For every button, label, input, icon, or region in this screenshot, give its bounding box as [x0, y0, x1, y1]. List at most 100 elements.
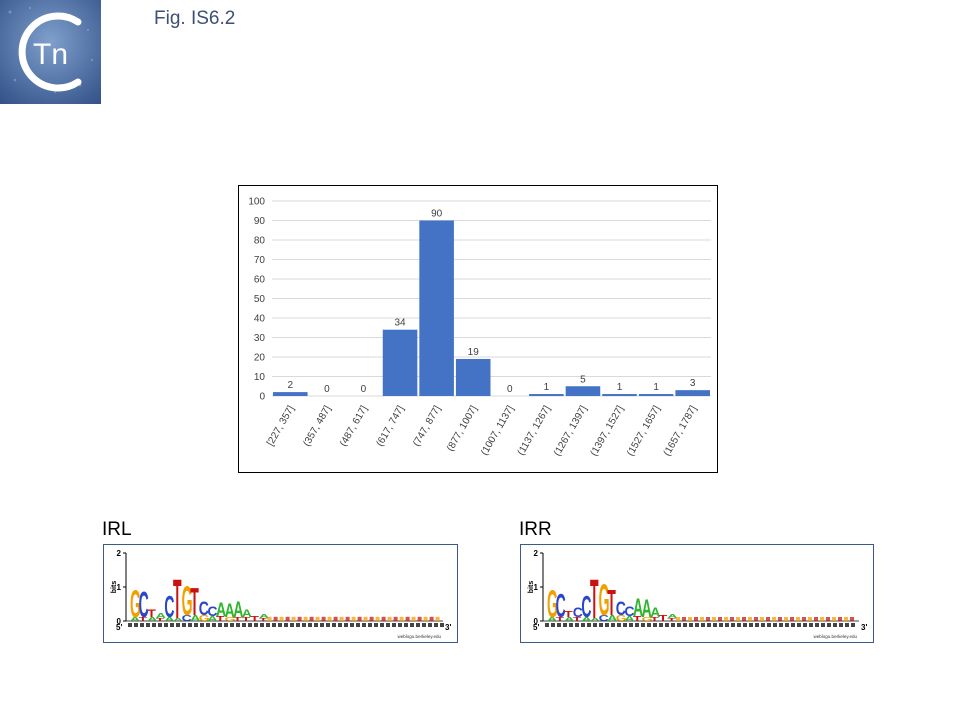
logo-low-info-mark — [345, 616, 350, 621]
logo-low-info-mark — [694, 617, 698, 621]
logo-low-info-mark — [826, 617, 830, 621]
logo-letter: T — [590, 567, 599, 630]
logo-low-info-mark — [327, 616, 332, 621]
logo-letter: A — [130, 616, 141, 622]
logo-low-info-mark — [267, 616, 272, 621]
logo-letter: A — [624, 615, 634, 623]
y-tick-label: 60 — [254, 275, 266, 286]
logo-position-mark — [551, 623, 555, 627]
logo-y-tick-label: 1 — [117, 583, 122, 592]
logo-low-info-mark — [730, 617, 734, 621]
logo-position-mark — [845, 623, 849, 627]
logo-position-mark — [248, 623, 252, 627]
logo-position-mark — [260, 623, 264, 627]
logo-letter: A — [242, 607, 252, 619]
irr-motif-logo: 2 1 0 bits A G T C A T T C A C A T C G A T G C A C T A G A T A T T A 5' 3'… — [520, 544, 874, 643]
logo-position-mark — [719, 623, 723, 627]
logo-position-mark — [743, 623, 747, 627]
logo-letter: C — [207, 603, 217, 619]
logo-position-mark — [128, 623, 132, 627]
logo-footer: weblogo.berkeley.edu — [814, 634, 858, 639]
logo-letter: T — [667, 618, 676, 622]
logo-position-mark — [170, 623, 174, 627]
logo-position-mark — [605, 623, 609, 627]
logo-letter: C — [199, 598, 209, 620]
logo-low-info-mark — [706, 617, 710, 621]
data-label: 2 — [288, 380, 294, 391]
x-tick-label: (357, 487] — [301, 404, 333, 449]
logo-axis-label: bits — [111, 581, 118, 594]
logo-position-mark — [374, 623, 378, 627]
logo-footer: weblogo.berkeley.edu — [398, 634, 442, 639]
logo-letter: T — [564, 610, 573, 619]
logo-low-info-mark — [808, 617, 812, 621]
logo-y-tick-label: 1 — [534, 583, 539, 592]
logo-letter: G — [225, 616, 236, 622]
logo-position-mark — [236, 623, 240, 627]
logo-position-mark — [707, 623, 711, 627]
logo-letter: C — [556, 588, 566, 625]
logo-position-mark — [134, 623, 138, 627]
logo-position-mark — [851, 623, 855, 627]
logo-position-mark — [545, 623, 549, 627]
logo-letter: A — [216, 599, 226, 621]
logo-position-mark — [575, 623, 579, 627]
logo-letter: T — [573, 616, 582, 622]
logo-letter: T — [607, 582, 616, 623]
logo-position-mark — [809, 623, 813, 627]
logo-low-info-mark — [688, 617, 692, 621]
data-label: 90 — [431, 209, 443, 220]
logo-low-info-mark — [712, 617, 716, 621]
logo-axis-label: bits — [528, 581, 535, 594]
logo-letter: A — [607, 614, 618, 623]
logo-position-mark — [683, 623, 687, 627]
y-tick-label: 100 — [248, 197, 265, 208]
x-tick-label: (1527, 1657] — [625, 404, 663, 458]
logo-letter: A — [590, 618, 601, 622]
logo-position-mark — [146, 623, 150, 627]
logo-position-mark — [188, 623, 192, 627]
bar — [455, 358, 491, 396]
y-tick-label: 80 — [254, 236, 266, 247]
logo-letter: C — [599, 614, 610, 623]
logo-letter: T — [190, 580, 199, 624]
x-tick-label: (617, 747] — [375, 404, 407, 449]
tn-logo: Tn — [0, 0, 101, 104]
logo-low-info-mark — [802, 617, 806, 621]
logo-position-mark — [386, 623, 390, 627]
logo-position-mark — [428, 623, 432, 627]
logo-letter: G — [599, 576, 610, 626]
logo-position-mark — [416, 623, 420, 627]
logo-position-mark — [368, 623, 372, 627]
logo-low-info-mark — [333, 616, 338, 621]
logo-low-info-mark — [742, 617, 746, 621]
logo-low-info-mark — [676, 617, 680, 621]
bar — [565, 386, 601, 396]
logo-position-mark — [200, 623, 204, 627]
logo-letter: A — [667, 613, 678, 619]
logo-position-mark — [665, 623, 669, 627]
logo-letter: T — [156, 618, 165, 622]
data-label: 19 — [468, 347, 480, 358]
logo-letter: C — [616, 598, 626, 620]
logo-low-info-mark — [844, 617, 848, 621]
logo-position-mark — [242, 623, 246, 627]
logo-low-info-mark — [351, 616, 356, 621]
logo-letter: A — [633, 595, 643, 622]
bar — [382, 329, 418, 396]
data-label: 5 — [580, 374, 586, 385]
logo-position-mark — [140, 623, 144, 627]
logo-position-mark — [611, 623, 615, 627]
logo-position-mark — [332, 623, 336, 627]
logo-position-mark — [791, 623, 795, 627]
logo-low-info-mark — [393, 616, 398, 621]
logo-letter: A — [581, 616, 592, 622]
logo-position-mark — [701, 623, 705, 627]
logo-letter: T — [233, 616, 242, 622]
logo-low-info-mark — [724, 617, 728, 621]
logo-low-info-mark — [273, 616, 278, 621]
logo-position-mark — [410, 623, 414, 627]
logo-position-mark — [689, 623, 693, 627]
logo-letter: A — [642, 596, 652, 623]
y-tick-label: 40 — [254, 314, 266, 325]
